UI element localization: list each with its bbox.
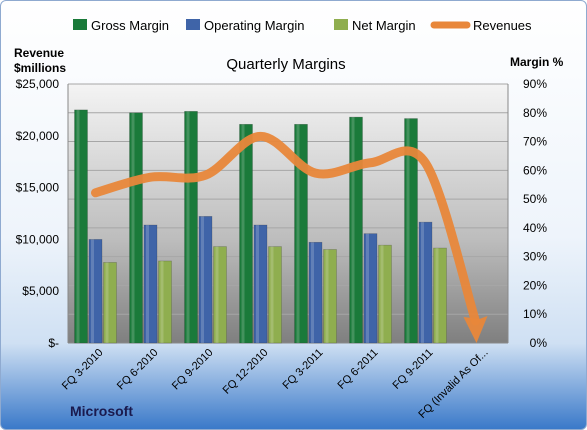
bar-net-margin: [268, 246, 282, 344]
y-right-tick-label: 70%: [523, 135, 547, 149]
bar-operating-margin: [308, 241, 323, 344]
bar-highlight: [270, 246, 274, 343]
bar-gross-margin: [349, 116, 363, 344]
x-tick-label: FQ 9-2010: [170, 347, 216, 393]
bar-highlight: [435, 248, 439, 343]
y-right-tick-label: 90%: [523, 77, 547, 91]
y-right-tick-label: 20%: [523, 278, 547, 292]
bar-gross-margin: [184, 111, 198, 344]
y-right-tick-label: 80%: [523, 106, 547, 120]
legend-swatch-operating: [186, 19, 200, 30]
y-left-tick-label: $25,000: [16, 77, 60, 91]
revenue-line-path: [91, 131, 480, 326]
legend-swatch-net: [334, 19, 348, 30]
bar-operating-margin: [253, 224, 268, 344]
x-tick-label: FQ 3-2010: [60, 347, 106, 393]
bar-gross-margin: [74, 109, 88, 344]
y-right-ticks: 0% 10% 20% 30% 40% 50% 60% 70% 80% 90%: [523, 77, 547, 350]
y-left-title-line2: $millions: [14, 61, 66, 75]
legend-label-operating: Operating Margin: [204, 18, 304, 33]
bar-gross-margin: [294, 123, 308, 344]
revenue-arrowhead: [463, 316, 488, 343]
bar-highlight: [421, 222, 424, 343]
bar-highlight: [201, 216, 204, 343]
y-right-tick-label: 10%: [523, 307, 547, 321]
bar-highlight: [366, 233, 369, 343]
y-right-tick-label: 0%: [530, 336, 548, 350]
legend-label-net: Net Margin: [352, 18, 416, 33]
legend: Gross Margin Operating Margin Net Margin…: [73, 18, 532, 33]
bar-highlight: [256, 225, 259, 343]
legend-label-revenues: Revenues: [473, 18, 532, 33]
y-left-tick-label: $5,000: [22, 284, 59, 298]
bar-highlight: [296, 124, 300, 344]
bar-net-margin: [433, 247, 447, 344]
y-left-tick-label: $15,000: [16, 181, 60, 195]
bar-operating-margin: [88, 239, 103, 344]
bar-highlight: [186, 111, 190, 343]
x-tick-label: FQ 6-2010: [115, 347, 161, 393]
bar-highlight: [146, 225, 149, 343]
bar-gross-margin: [239, 123, 253, 344]
bars: [74, 109, 447, 344]
bar-operating-margin: [363, 233, 378, 344]
y-right-tick-label: 30%: [523, 250, 547, 264]
bar-highlight: [380, 245, 384, 343]
legend-swatch-gross: [73, 19, 87, 30]
x-tick-label: FQ 6-2011: [336, 347, 381, 392]
y-right-tick-label: 50%: [523, 192, 547, 206]
bar-highlight: [76, 109, 80, 344]
bar-net-margin: [378, 244, 392, 344]
y-left-tick-label: $-: [48, 336, 59, 350]
y-right-title: Margin %: [510, 55, 564, 69]
company-label: Microsoft: [70, 403, 133, 419]
y-left-tick-label: $20,000: [16, 129, 60, 143]
y-right-tick-label: 40%: [523, 221, 547, 235]
bar-net-margin: [158, 260, 172, 344]
bar-highlight: [91, 239, 94, 343]
bar-highlight: [131, 112, 135, 344]
bar-net-margin: [103, 262, 117, 344]
bar-highlight: [105, 262, 109, 343]
bar-net-margin: [213, 246, 227, 344]
bar-highlight: [241, 124, 245, 344]
chart-title: Quarterly Margins: [226, 56, 345, 73]
y-left-tick-label: $10,000: [16, 232, 60, 246]
x-tick-label: FQ 3-2011: [281, 347, 326, 392]
bar-operating-margin: [418, 221, 433, 344]
bar-highlight: [325, 249, 329, 343]
x-tick-label: FQ 9-2011: [391, 347, 436, 392]
bar-highlight: [311, 242, 314, 343]
bar-highlight: [351, 117, 355, 343]
legend-label-gross: Gross Margin: [91, 18, 169, 33]
bar-highlight: [160, 260, 164, 343]
x-tick-label: FQ 12-2010: [221, 347, 271, 397]
bar-highlight: [406, 118, 410, 344]
bar-gross-margin: [404, 118, 418, 344]
bar-net-margin: [323, 249, 337, 344]
bar-operating-margin: [143, 224, 158, 344]
bar-gross-margin: [129, 112, 143, 344]
bar-highlight: [215, 246, 219, 343]
y-left-ticks: $- $5,000 $10,000 $15,000 $20,000 $25,000: [16, 77, 60, 350]
bar-operating-margin: [198, 216, 213, 344]
y-right-tick-label: 60%: [523, 163, 547, 177]
y-left-title-line1: Revenue: [14, 46, 64, 60]
revenue-line: [91, 131, 488, 343]
